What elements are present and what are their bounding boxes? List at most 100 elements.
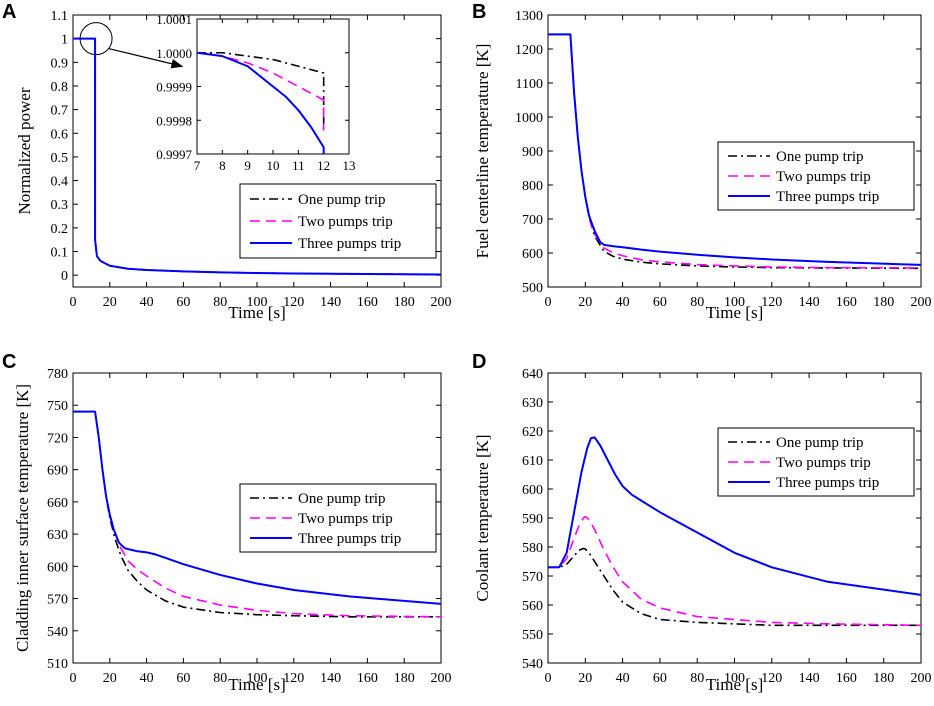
- panel-a-inset-x-tick-label: 13: [343, 158, 356, 173]
- panel-d-plot-area: [547, 372, 922, 664]
- panel-a-x-tick-label: 40: [140, 295, 154, 310]
- panel-a-y-axis-label: Normalized power: [15, 87, 34, 214]
- panel-b-x-axis-label: Time [s]: [706, 303, 763, 322]
- panel-a-inset: 7 8 9 10 11 12 13 0.9997 0.9998 0.9999 1.0000 1.000…: [156, 12, 355, 173]
- panel-a-y-tick-label: 0.4: [51, 175, 69, 190]
- panel-c-legend-label-one-pump-trip: One pump trip: [298, 491, 386, 507]
- panel-d-y-tick-label: 630: [522, 396, 543, 411]
- panel-b-y-axis-label: Fuel centerline temperature [K]: [473, 44, 492, 259]
- panel-a-y-tick-label: 1: [61, 33, 68, 48]
- panel-d-y-tick-label: 620: [522, 425, 543, 440]
- panel-d-x-tick-label: 100: [724, 671, 745, 686]
- panel-a-inset-series-three-pumps-trip: [197, 51, 325, 154]
- panel-b-x-tick-label: 160: [836, 295, 857, 310]
- panel-d-y-tick-label: 580: [522, 541, 543, 556]
- panel-letter-b: B: [472, 1, 486, 23]
- panel-a-inset-x-tick-label: 11: [292, 158, 305, 173]
- panel-c-x-tick-label: 40: [140, 671, 154, 686]
- panel-c-x-tick-label: 0: [70, 671, 77, 686]
- panel-d-y-tick-label: 640: [522, 367, 543, 382]
- panel-d-x-tick-label: 60: [653, 671, 667, 686]
- panel-b-x-tick-label: 200: [911, 295, 932, 310]
- panel-a-inset-y-tick-label: 1.0000: [156, 46, 192, 61]
- panel-b-x-tick-label: 120: [761, 295, 782, 310]
- panel-a-x-tick-label: 100: [247, 295, 268, 310]
- panel-a-x-tick-label: 120: [283, 295, 304, 310]
- panel-c-x-tick-label: 180: [394, 671, 415, 686]
- panel-c-x-axis-label: Time [s]: [228, 675, 285, 694]
- panel-c-x-tick-label: 160: [357, 671, 378, 686]
- panel-c-x-tick-label: 80: [213, 671, 227, 686]
- panel-b-y-tick-label: 800: [522, 179, 543, 194]
- panel-a-zoom-arrow: [108, 48, 184, 69]
- panel-a-inset-x-tick-label: 7: [194, 158, 201, 173]
- panel-a-x-tick-label: 0: [70, 295, 77, 310]
- panel-d-y-tick-label: 610: [522, 454, 543, 469]
- panel-a-y-tick-label: 0: [61, 269, 68, 284]
- panel-b-y-tick-label: 600: [522, 247, 543, 262]
- panel-d-x-tick-label: 40: [616, 671, 630, 686]
- panel-a-inset-y-tick-label: 0.9998: [156, 113, 192, 128]
- panel-a-inset-x-tick-label: 9: [244, 158, 251, 173]
- panel-a-inset-x-tick-label: 10: [267, 158, 280, 173]
- panel-d-x-axis-label: Time [s]: [706, 675, 763, 694]
- chart-panel-c: 0 20 40 60 80 100 120 140 160 180 200 510 540 570 600 6…: [13, 367, 452, 694]
- chart-panel-d: 0 20 40 60 80 100 120 140 160 180 200 540 550 560 570 5…: [473, 367, 932, 694]
- panel-a-y-tick-label: 0.7: [51, 104, 69, 119]
- panel-d-y-tick-label: 590: [522, 512, 543, 527]
- panel-a-x-tick-label: 160: [357, 295, 378, 310]
- panel-c-x-tick-label: 200: [431, 671, 452, 686]
- panel-a-inset-y-tick-label: 1.0001: [156, 12, 192, 27]
- panel-d-legend-label-three-pumps-trip: Three pumps trip: [776, 475, 879, 491]
- panel-b-y-tick-label: 700: [522, 213, 543, 228]
- panel-b-legend-label-three-pumps-trip: Three pumps trip: [776, 189, 879, 205]
- panel-a-inset-x-tick-label: 8: [219, 158, 226, 173]
- panel-a-x-tick-label: 60: [176, 295, 190, 310]
- panel-d-x-tick-label: 20: [578, 671, 592, 686]
- panel-a-inset-series-one-pump-trip: [197, 51, 325, 131]
- panel-a-y-tick-label: 0.6: [51, 127, 69, 142]
- panel-b-x-tick-label: 140: [799, 295, 820, 310]
- panel-b-y-tick-label: 1200: [515, 43, 543, 58]
- panel-a-legend-label-three-pumps-trip: Three pumps trip: [298, 236, 401, 252]
- panel-a-inset-series-two-pumps-trip: [197, 51, 325, 131]
- panel-a-y-tick-label: 1.1: [51, 9, 69, 24]
- panel-letter-c: C: [2, 351, 16, 373]
- panel-b-x-tick-label: 0: [545, 295, 552, 310]
- panel-c-y-tick-label: 690: [47, 464, 68, 479]
- panel-a-y-tick-label: 0.1: [51, 246, 69, 261]
- panel-b-y-tick-label: 1300: [515, 9, 543, 24]
- panel-c-y-tick-label: 750: [47, 399, 68, 414]
- panel-d-x-tick-label: 80: [690, 671, 704, 686]
- panel-d-legend-label-one-pump-trip: One pump trip: [776, 435, 864, 451]
- panel-c-y-tick-label: 660: [47, 496, 68, 511]
- panel-d-x-tick-label: 160: [836, 671, 857, 686]
- panel-d-x-tick-label: 180: [873, 671, 894, 686]
- panel-b-x-tick-label: 100: [724, 295, 745, 310]
- chart-panel-a: 0 20 40 60 80 100 120 140 160 180 200 0 0.1 0.2 0.3 0.4…: [15, 9, 452, 322]
- panel-c-x-tick-label: 100: [247, 671, 268, 686]
- panel-b-y-tick-label: 1000: [515, 111, 543, 126]
- panel-c-x-tick-label: 120: [283, 671, 304, 686]
- panel-d-y-tick-label: 550: [522, 628, 543, 643]
- panel-a-series-three-pumps-trip: [73, 37, 441, 276]
- panel-d-y-tick-label: 540: [522, 657, 543, 672]
- panel-a-x-tick-label: 140: [320, 295, 341, 310]
- panel-c-y-tick-label: 540: [47, 625, 68, 640]
- panel-b-x-tick-label: 80: [690, 295, 704, 310]
- panel-c-y-tick-label: 510: [47, 657, 68, 672]
- panel-a-zoom-circle: [79, 22, 113, 56]
- panel-c-x-tick-label: 60: [176, 671, 190, 686]
- panel-a-y-tick-label: 0.9: [51, 56, 69, 71]
- panel-letter-d: D: [472, 351, 486, 373]
- panel-b-x-tick-label: 180: [873, 295, 894, 310]
- panel-b-x-tick-label: 20: [578, 295, 592, 310]
- panel-b-y-tick-label: 1100: [516, 77, 543, 92]
- chart-panel-b: 0 20 40 60 80 100 120 140 160 180 200 500 600 700 800 9…: [473, 9, 932, 322]
- panel-b-x-tick-label: 40: [616, 295, 630, 310]
- panel-c-x-tick-label: 20: [103, 671, 117, 686]
- panel-c-series-two-pumps-trip: [73, 410, 441, 618]
- panel-c-x-tick-label: 140: [320, 671, 341, 686]
- panel-b-y-tick-label: 500: [522, 281, 543, 296]
- panel-d-x-tick-label: 0: [545, 671, 552, 686]
